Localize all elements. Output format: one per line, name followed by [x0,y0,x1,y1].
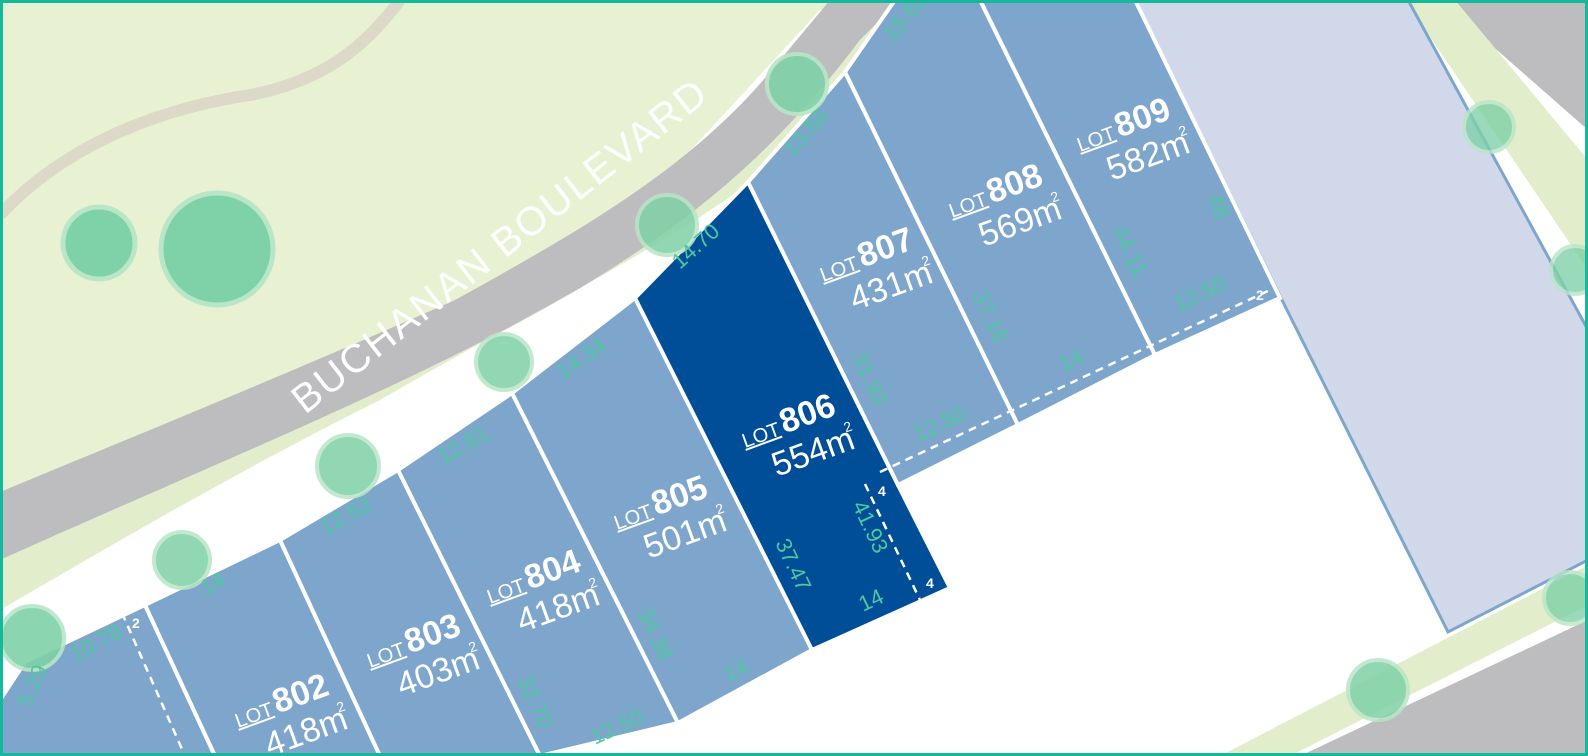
trees [0,52,1588,722]
lot-803[interactable] [142,537,383,756]
tree-icon [1346,658,1410,722]
tree-icon [60,204,138,282]
tree-icon [765,52,829,116]
tree-icon [635,193,699,257]
easement-width-label: 2 [132,615,140,631]
tree-icon [152,530,212,590]
lot-806[interactable] [509,175,953,726]
tree-icon [315,433,381,499]
tree-icon [0,604,66,672]
tree-icon [1549,244,1588,296]
tree-icon [1462,100,1516,154]
park-path [0,0,405,220]
easement-markers: 2 2 4 4 [132,287,1264,631]
tree-icon [474,332,534,392]
park-area [0,0,900,500]
easement-width-label: 4 [878,483,886,499]
easement-width-label: 4 [926,575,934,591]
bottom-verge [1230,575,1588,756]
easement-lines [120,288,1271,756]
verge [0,0,930,610]
lot-809[interactable] [977,0,1283,358]
adjacent-parcel [1133,0,1588,635]
easement-width-label: 2 [1256,287,1264,303]
tree-icon [1542,570,1588,626]
east-road [1300,0,1588,756]
lot-label-802: LOT 802 418m 2 [232,666,352,756]
road [0,0,900,560]
tree-icon [158,190,276,308]
